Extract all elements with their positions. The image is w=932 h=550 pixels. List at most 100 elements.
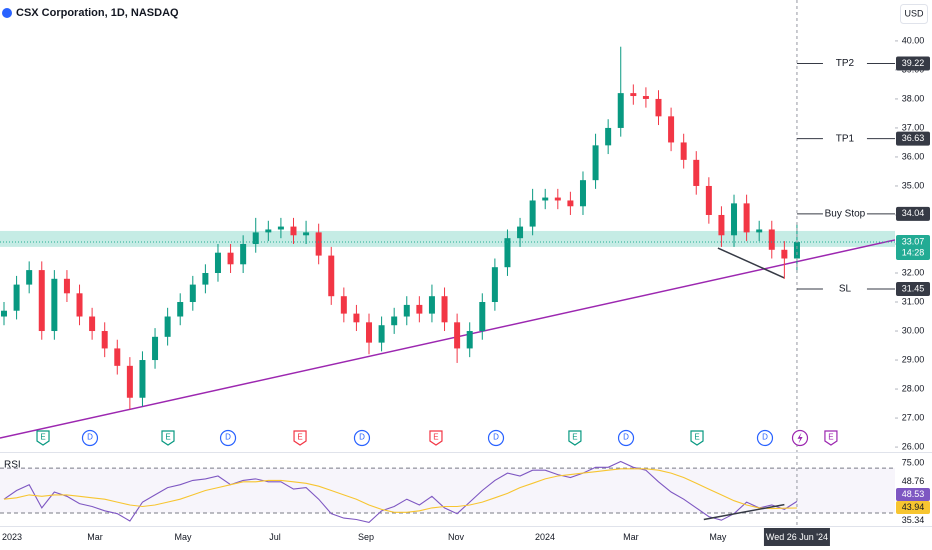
candle-body <box>466 331 473 349</box>
currency-box[interactable] <box>900 4 928 24</box>
earnings-icon[interactable] <box>161 430 175 446</box>
x-tick-label: 2023 <box>2 532 22 542</box>
event-label[interactable]: E <box>828 433 833 442</box>
rsi-tick-label: 75.00 <box>902 457 925 467</box>
candle-body <box>680 142 687 160</box>
event-label[interactable]: E <box>297 433 302 442</box>
countdown-label: 14:28 <box>902 247 925 257</box>
lightning-icon[interactable] <box>797 432 803 444</box>
event-label[interactable]: D <box>87 433 93 442</box>
dividend-icon[interactable] <box>617 429 635 447</box>
y-tick-label: 30.00 <box>902 325 925 335</box>
level-price-label: 34.04 <box>902 208 925 218</box>
y-tick-label: 37.00 <box>902 122 925 132</box>
earnings-icon[interactable] <box>293 430 307 446</box>
candle-body <box>63 278 70 294</box>
x-tick-label: May <box>174 532 192 542</box>
candle-body <box>38 270 45 332</box>
chart-title: CSX Corporation, 1D, NASDAQ <box>16 7 179 19</box>
candle-body <box>617 93 624 128</box>
candle-body <box>164 316 171 337</box>
event-label[interactable]: D <box>493 433 499 442</box>
candle-body <box>177 302 184 317</box>
event-label[interactable]: E <box>694 433 699 442</box>
price-pane <box>0 46 895 439</box>
candle-body <box>227 252 234 265</box>
candle-body <box>655 98 662 117</box>
candle-body <box>315 232 322 256</box>
rsi-tick-label: 35.34 <box>902 515 925 525</box>
support-zone <box>0 230 895 247</box>
event-label[interactable]: D <box>359 433 365 442</box>
candle-body <box>89 316 96 332</box>
candle-body <box>139 360 146 398</box>
currency-label[interactable]: USD <box>904 8 924 18</box>
level-price-tag <box>896 56 930 71</box>
trendline <box>0 239 895 439</box>
level-price-label: 31.45 <box>902 283 925 293</box>
candle-body <box>214 252 221 273</box>
trendline <box>717 247 785 279</box>
candle-body <box>756 229 763 233</box>
x-tick-label: Jul <box>269 532 281 542</box>
earnings-icon[interactable] <box>824 430 838 446</box>
level-label: SL <box>839 284 852 295</box>
event-label[interactable]: E <box>40 433 45 442</box>
rsi-value-label: 48.53 <box>902 489 925 499</box>
candle-body <box>240 243 247 265</box>
y-tick-label: 38.00 <box>902 93 925 103</box>
event-label[interactable]: D <box>225 433 231 442</box>
candle-body <box>693 159 700 186</box>
earnings-icon[interactable] <box>429 430 443 446</box>
dividend-icon[interactable] <box>219 429 237 447</box>
y-tick-label: 29.00 <box>902 354 925 364</box>
candle-body <box>454 322 461 349</box>
candle-body <box>630 93 637 97</box>
candle-body <box>1 310 8 317</box>
dividend-icon[interactable] <box>353 429 371 447</box>
candle-body <box>705 185 712 215</box>
candle-body <box>567 200 574 207</box>
level-price-tag <box>896 281 930 296</box>
level-price-label: 39.22 <box>902 58 925 68</box>
candle-body <box>189 284 196 303</box>
event-label[interactable]: E <box>433 433 438 442</box>
rsi-value-tag <box>896 487 930 501</box>
earnings-icon[interactable] <box>568 430 582 446</box>
candle-body <box>781 249 788 259</box>
candle-body <box>479 302 486 332</box>
x-tick-label: Mar <box>87 532 103 542</box>
earnings-icon[interactable] <box>690 430 704 446</box>
candle-body <box>378 325 385 343</box>
earnings-icon[interactable] <box>36 430 50 446</box>
rsi-value-label: 43.94 <box>902 502 925 512</box>
x-tick-label: Sep <box>358 532 374 542</box>
candle-body <box>202 272 209 285</box>
candle-body <box>416 304 423 314</box>
candle-body <box>101 331 108 349</box>
x-tick-label: Nov <box>448 532 465 542</box>
candle-body <box>491 267 498 303</box>
level-label: TP2 <box>836 58 855 69</box>
candle-body <box>668 116 675 143</box>
candle-body <box>403 304 410 317</box>
candle-body <box>290 226 297 236</box>
x-tick-label: May <box>709 532 727 542</box>
dividend-icon[interactable] <box>756 429 774 447</box>
candle-body <box>428 296 435 314</box>
y-tick-label: 40.00 <box>902 35 925 45</box>
y-tick-label: 35.00 <box>902 180 925 190</box>
y-tick-label: 31.00 <box>902 296 925 306</box>
event-label[interactable]: E <box>165 433 170 442</box>
candle-body <box>76 293 83 317</box>
candle-body <box>26 270 33 285</box>
event-label[interactable]: E <box>572 433 577 442</box>
dividend-icon[interactable] <box>81 429 99 447</box>
dividend-icon[interactable] <box>487 429 505 447</box>
last-price-tag <box>896 234 930 260</box>
event-label[interactable]: D <box>623 433 629 442</box>
candle-body <box>793 241 800 259</box>
event-label[interactable]: D <box>762 433 768 442</box>
